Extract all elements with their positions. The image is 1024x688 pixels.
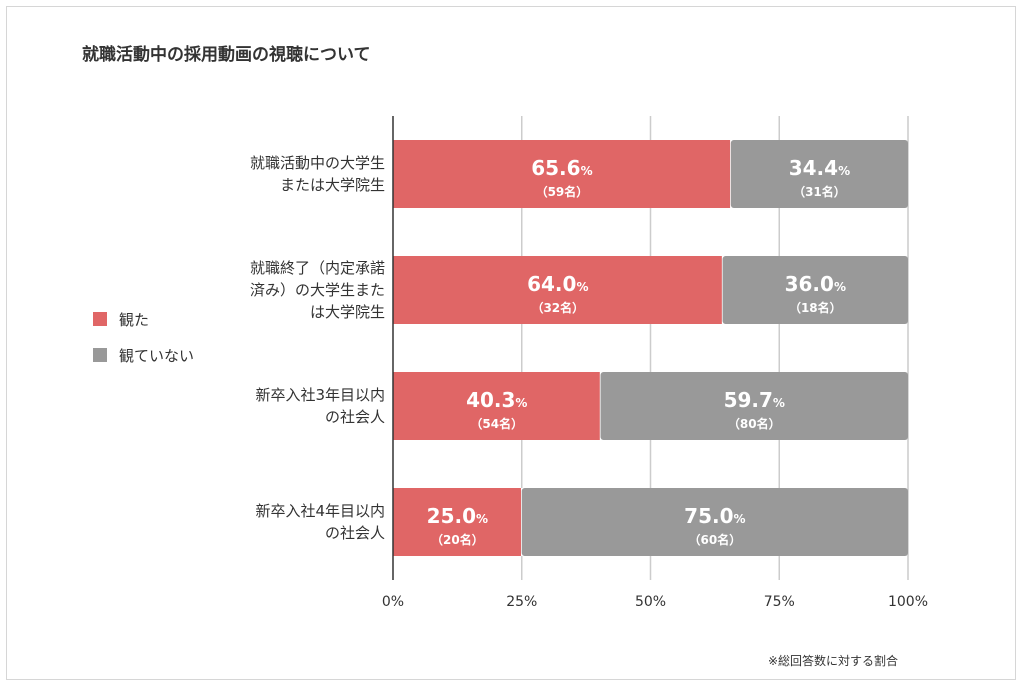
data-label-unit: %	[476, 512, 488, 526]
legend: 観た 観ていない	[93, 308, 194, 380]
category-label: は大学院生	[310, 303, 385, 321]
legend-label-watched: 観た	[119, 310, 150, 329]
category-label: の社会人	[325, 408, 385, 426]
data-label-count: （60名）	[689, 532, 742, 547]
bar-watched	[393, 140, 731, 208]
data-label-count: （20名）	[431, 532, 484, 547]
bar-watched	[393, 372, 601, 440]
category-label: 就職活動中の大学生	[250, 154, 385, 172]
legend-swatch-not-watched	[93, 348, 107, 362]
legend-item-watched: 観た	[93, 308, 194, 330]
bar-not-watched	[600, 372, 908, 440]
data-label-unit: %	[515, 396, 527, 410]
data-label-count: （54名）	[470, 416, 523, 431]
category-label: 済み）の大学生また	[250, 281, 385, 299]
chart-title: 就職活動中の採用動画の視聴について	[82, 45, 371, 65]
bar-not-watched	[722, 256, 908, 324]
x-tick-label: 25%	[506, 594, 537, 610]
category-label: または大学院生	[280, 176, 385, 194]
bar-not-watched	[521, 488, 908, 556]
data-label-count: （32名）	[531, 300, 584, 315]
data-label-unit: %	[581, 164, 593, 178]
category-label: 新卒入社3年目以内	[255, 386, 385, 404]
category-label: 就職終了（内定承諾	[250, 259, 385, 277]
legend-item-not-watched: 観ていない	[93, 344, 194, 366]
data-label-count: （31名）	[793, 184, 846, 199]
legend-label-not-watched: 観ていない	[119, 346, 195, 365]
bar-not-watched	[730, 140, 908, 208]
x-tick-label: 75%	[764, 594, 795, 610]
data-label-unit: %	[834, 280, 846, 294]
legend-swatch-watched	[93, 312, 107, 326]
data-label-unit: %	[838, 164, 850, 178]
data-label-count: （59名）	[536, 184, 589, 199]
data-label-unit: %	[576, 280, 588, 294]
category-label: の社会人	[325, 524, 385, 542]
x-tick-label: 0%	[382, 594, 404, 610]
footnote: ※総回答数に対する割合	[768, 654, 899, 668]
x-tick-label: 50%	[635, 594, 666, 610]
x-tick-label: 100%	[888, 594, 928, 610]
data-label-unit: %	[734, 512, 746, 526]
data-label-count: （18名）	[789, 300, 842, 315]
chart-frame	[6, 6, 1016, 680]
category-label: 新卒入社4年目以内	[255, 502, 385, 520]
bar-watched	[393, 488, 522, 556]
data-label-count: （80名）	[728, 416, 781, 431]
data-label-unit: %	[773, 396, 785, 410]
bar-watched	[393, 256, 723, 324]
